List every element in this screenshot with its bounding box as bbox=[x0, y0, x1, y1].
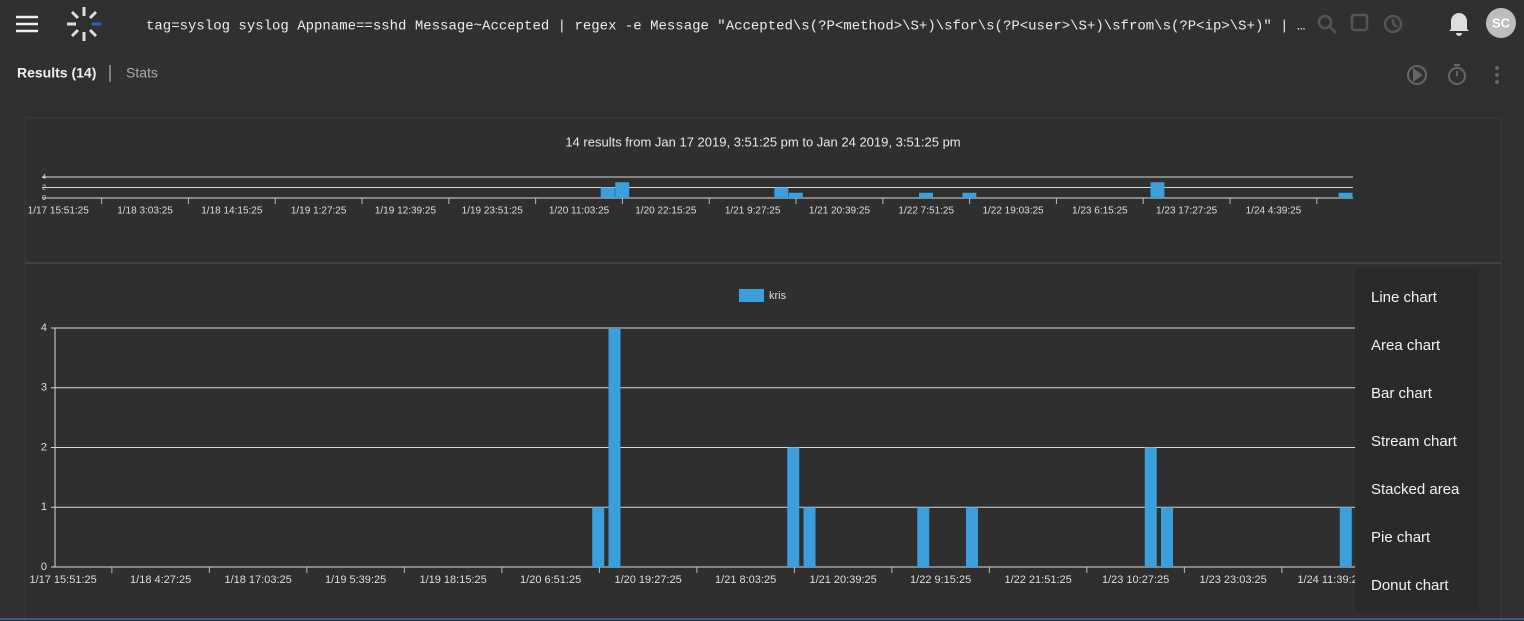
bar bbox=[615, 182, 630, 198]
y-tick-label: 3 bbox=[41, 382, 47, 394]
x-tick-label: 1/24 11:39:25 bbox=[1297, 574, 1363, 586]
y-tick-label: 4 bbox=[41, 322, 47, 334]
calendar-icon[interactable] bbox=[1350, 13, 1369, 32]
bar bbox=[1338, 192, 1353, 198]
x-tick-label: 1/17 15:51:25 bbox=[28, 206, 90, 217]
x-tick-label: 1/20 19:27:25 bbox=[614, 574, 681, 586]
x-tick-label: 1/21 8:03:25 bbox=[715, 574, 776, 586]
bar bbox=[787, 447, 800, 567]
menu-panel bbox=[1355, 268, 1479, 613]
bar bbox=[919, 192, 933, 198]
x-tick-label: 1/20 6:51:25 bbox=[520, 574, 581, 586]
x-tick-label: 1/21 20:39:25 bbox=[809, 574, 876, 586]
menu-item[interactable]: Donut chart bbox=[1371, 577, 1449, 594]
bar bbox=[600, 187, 615, 198]
x-tick-label: 1/19 23:51:25 bbox=[462, 206, 524, 217]
x-tick-label: 1/24 4:39:25 bbox=[1246, 206, 1302, 217]
x-tick-label: 1/20 22:15:25 bbox=[635, 206, 697, 217]
x-tick-label: 1/23 6:15:25 bbox=[1072, 206, 1128, 217]
bar bbox=[1339, 507, 1352, 567]
menu-item[interactable]: Pie chart bbox=[1371, 529, 1431, 546]
x-tick-label: 1/18 3:03:25 bbox=[117, 206, 173, 217]
x-tick-label: 1/21 9:27:25 bbox=[725, 206, 781, 217]
menu-item[interactable]: Line chart bbox=[1371, 289, 1438, 306]
more-icon[interactable] bbox=[1495, 66, 1499, 84]
x-tick-label: 1/19 12:39:25 bbox=[375, 206, 437, 217]
menu-item[interactable]: Area chart bbox=[1371, 337, 1441, 354]
x-tick-label: 1/20 11:03:25 bbox=[549, 206, 610, 217]
x-tick-label: 1/22 21:51:25 bbox=[1004, 574, 1071, 586]
bar bbox=[803, 507, 816, 567]
bar bbox=[774, 187, 789, 198]
menu-item[interactable]: Stacked area bbox=[1371, 481, 1460, 498]
x-tick-label: 1/19 5:39:25 bbox=[325, 574, 386, 586]
timer-icon[interactable] bbox=[1448, 64, 1466, 85]
menu-button[interactable] bbox=[16, 15, 38, 33]
x-tick-label: 1/22 9:15:25 bbox=[910, 574, 971, 586]
x-tick-label: 1/19 18:15:25 bbox=[419, 574, 486, 586]
x-tick-label: 1/17 15:51:25 bbox=[29, 574, 96, 586]
x-tick-label: 1/18 4:27:25 bbox=[130, 574, 191, 586]
x-tick-label: 1/19 1:27:25 bbox=[291, 206, 347, 217]
bar bbox=[966, 507, 978, 567]
x-tick-label: 1/23 10:27:25 bbox=[1102, 574, 1169, 586]
tab[interactable]: Stats bbox=[126, 65, 158, 81]
bar bbox=[608, 328, 621, 567]
x-tick-label: 1/18 14:15:25 bbox=[201, 206, 263, 217]
x-tick-label: 1/23 23:03:25 bbox=[1199, 574, 1266, 586]
avatar[interactable] bbox=[1486, 8, 1516, 38]
y-tick-label: 1 bbox=[41, 501, 47, 513]
x-tick-label: 1/23 17:27:25 bbox=[1156, 206, 1218, 217]
x-tick-label: 1/22 7:51:25 bbox=[898, 206, 954, 217]
y-tick-label: 0 bbox=[41, 561, 47, 573]
menu-item[interactable]: Bar chart bbox=[1371, 385, 1433, 402]
bar bbox=[788, 192, 803, 198]
legend-label[interactable]: kris bbox=[769, 290, 787, 302]
bar bbox=[1144, 447, 1157, 567]
chart-type-menu: Line chart Area chart Bar chart Stream char… bbox=[1355, 268, 1479, 613]
x-tick-label: 1/18 17:03:25 bbox=[224, 574, 291, 586]
legend-swatch[interactable] bbox=[739, 289, 764, 302]
x-tick-label: 1/22 19:03:25 bbox=[982, 206, 1044, 217]
bar bbox=[962, 192, 977, 198]
run-icon[interactable] bbox=[1407, 65, 1427, 85]
results-card bbox=[24, 117, 1502, 621]
x-tick-label: 1/21 20:39:25 bbox=[809, 206, 871, 217]
history-icon[interactable] bbox=[1383, 14, 1403, 34]
bar bbox=[1150, 182, 1165, 198]
notifications-icon[interactable] bbox=[1449, 13, 1469, 36]
y-tick-label: 2 bbox=[41, 441, 47, 453]
menu-item[interactable]: Stream chart bbox=[1371, 433, 1458, 450]
logo[interactable] bbox=[67, 7, 101, 41]
query[interactable]: tag=syslog syslog Appname==sshd Message~… bbox=[146, 19, 1305, 35]
tab[interactable]: Results (14) bbox=[17, 65, 96, 81]
overview-summary: 14 results from Jan 17 2019, 3:51:25 pm … bbox=[565, 134, 960, 149]
bar bbox=[917, 507, 930, 567]
avatar-initials[interactable]: SC bbox=[1492, 15, 1511, 30]
bar bbox=[592, 507, 605, 567]
bar bbox=[1161, 507, 1173, 567]
search-icon[interactable] bbox=[1317, 14, 1337, 34]
